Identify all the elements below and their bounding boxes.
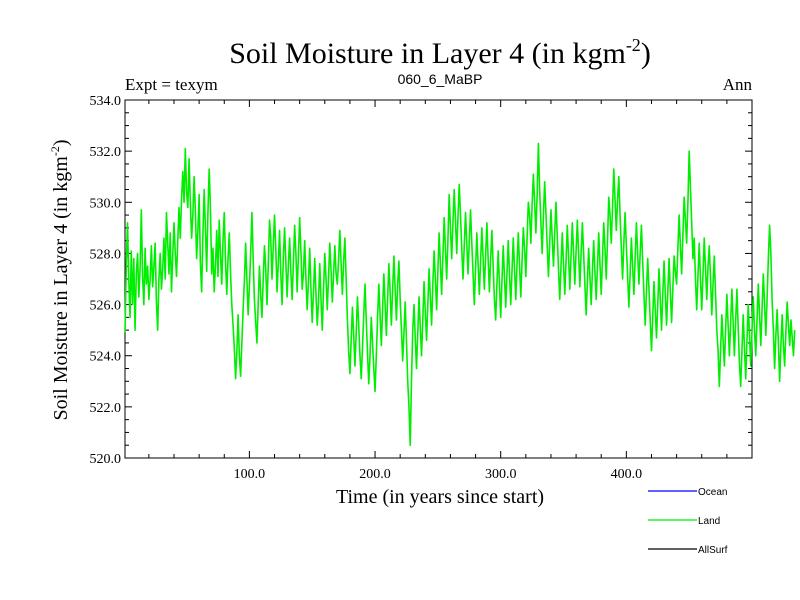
y-tick-label: 532.0 <box>90 145 122 160</box>
legend: Ocean Land AllSurf <box>648 487 728 556</box>
subtitle-period: Ann <box>723 75 753 94</box>
subtitle-dataset: 060_6_MaBP <box>398 71 483 87</box>
chart-title-text: Soil Moisture in Layer 4 (in kgm <box>229 37 626 70</box>
legend-label-allsurf: AllSurf <box>698 545 728 556</box>
y-tick-label: 524.0 <box>90 350 122 365</box>
chart-title-close: ) <box>641 37 651 70</box>
y-axis: 520.0 522.0 524.0 526.0 528.0 530.0 532.0 534.0 <box>90 94 752 467</box>
y-tick-label: 520.0 <box>90 452 122 467</box>
y-tick-label: 522.0 <box>90 401 122 416</box>
chart-title-superscript: -2 <box>626 35 641 55</box>
series-line-land <box>124 142 796 447</box>
subtitle-experiment: Expt = texym <box>125 75 218 94</box>
y-axis-label-text: Soil Moisture in Layer 4 (in kgm <box>50 156 72 421</box>
x-tick-label: 100.0 <box>234 467 266 482</box>
x-tick-label: 300.0 <box>485 467 517 482</box>
y-tick-label: 528.0 <box>90 247 122 262</box>
x-tick-label: 200.0 <box>359 467 391 482</box>
y-axis-label-superscript: -2 <box>48 146 62 156</box>
legend-label-ocean: Ocean <box>698 487 727 498</box>
x-axis: 100.0 200.0 300.0 400.0 <box>148 100 728 482</box>
y-axis-label: Soil Moisture in Layer 4 (in kgm-2) <box>48 139 72 420</box>
y-tick-label: 526.0 <box>90 299 122 314</box>
y-tick-label: 534.0 <box>90 94 122 109</box>
chart-title: Soil Moisture in Layer 4 (in kgm-2) <box>229 35 651 70</box>
y-axis-label-close: ) <box>50 139 72 146</box>
y-tick-label: 530.0 <box>90 196 122 211</box>
series-layer <box>124 142 796 447</box>
x-tick-label: 400.0 <box>611 467 643 482</box>
legend-label-land: Land <box>698 516 720 527</box>
x-axis-label: Time (in years since start) <box>336 486 544 508</box>
